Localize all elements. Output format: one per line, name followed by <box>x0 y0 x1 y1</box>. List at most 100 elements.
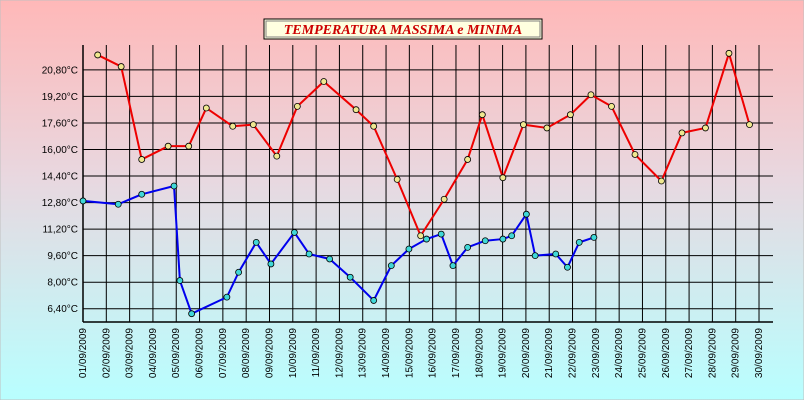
data-point <box>235 268 243 276</box>
data-point <box>587 91 595 99</box>
y-tick-label: 6,40°C <box>47 304 78 315</box>
data-point <box>94 51 102 59</box>
data-point <box>725 49 733 57</box>
data-point <box>252 238 260 246</box>
series-line-1 <box>82 184 595 315</box>
data-point <box>346 273 354 281</box>
data-point <box>114 200 122 208</box>
data-point <box>522 210 530 218</box>
data-point <box>229 122 237 130</box>
data-point <box>223 293 231 301</box>
data-point <box>631 151 639 158</box>
data-point <box>202 104 210 112</box>
chart-title-box: TEMPERATURA MASSIMA e MINIMA <box>263 18 543 40</box>
x-tick-label: 08/09/2009 <box>241 328 252 378</box>
x-tick-label: 16/09/2009 <box>428 328 439 378</box>
x-tick-label: 01/09/2009 <box>78 328 89 378</box>
chart-title-frame <box>263 18 543 40</box>
x-tick-label: 26/09/2009 <box>661 328 672 378</box>
x-tick-label: 25/09/2009 <box>637 328 648 378</box>
data-point <box>138 156 146 163</box>
data-point <box>249 121 257 129</box>
x-tick-label: 14/09/2009 <box>381 328 392 378</box>
data-point <box>370 297 378 304</box>
x-tick-label: 23/09/2009 <box>591 328 602 378</box>
data-point <box>543 124 551 132</box>
y-tick-label: 16,00°C <box>42 145 78 156</box>
x-tick-label: 10/09/2009 <box>288 328 299 378</box>
x-tick-label: 30/09/2009 <box>754 328 765 378</box>
series-line-0 <box>97 52 751 237</box>
data-point <box>326 255 334 263</box>
data-point <box>423 235 430 243</box>
data-point <box>437 230 445 238</box>
data-point <box>499 235 507 243</box>
x-tick-label: 02/09/2009 <box>101 328 112 378</box>
x-tick-label: 03/09/2009 <box>125 328 136 378</box>
y-tick-label: 12,80°C <box>42 198 78 209</box>
x-tick-label: 20/09/2009 <box>521 328 532 378</box>
data-point <box>531 252 539 260</box>
data-point <box>575 238 583 246</box>
data-point <box>370 122 378 130</box>
x-tick-label: 05/09/2009 <box>171 328 182 378</box>
grid <box>82 45 773 322</box>
data-point <box>170 182 178 190</box>
data-point <box>499 174 507 182</box>
y-tick-label: 17,60°C <box>42 118 78 129</box>
x-tick-label: 29/09/2009 <box>731 328 742 378</box>
x-tick-label: 27/09/2009 <box>684 328 695 378</box>
data-point <box>387 262 395 270</box>
data-point <box>405 245 413 253</box>
chart-title-inner <box>265 20 541 38</box>
x-tick-label: 13/09/2009 <box>358 328 369 378</box>
y-tick-label: 19,20°C <box>42 92 78 103</box>
x-tick-label: 15/09/2009 <box>404 328 415 378</box>
data-point <box>185 142 193 150</box>
data-point <box>267 260 275 268</box>
y-tick-label: 20,80°C <box>42 65 78 76</box>
data-point <box>702 124 709 132</box>
x-tick-label: 07/09/2009 <box>218 328 229 378</box>
data-point <box>508 232 516 240</box>
x-tick-label: 09/09/2009 <box>264 328 275 378</box>
y-tick-label: 9,60°C <box>47 251 78 262</box>
data-point <box>564 263 571 271</box>
data-point <box>678 129 686 137</box>
x-tick-label: 06/09/2009 <box>195 328 206 378</box>
data-point <box>590 234 598 241</box>
data-point <box>293 102 301 110</box>
y-tick-label: 11,20°C <box>42 225 78 236</box>
x-tick-label: 24/09/2009 <box>614 328 625 378</box>
data-point <box>478 111 486 119</box>
x-tick-label: 21/09/2009 <box>544 328 555 378</box>
data-point <box>138 190 146 198</box>
data-point <box>481 237 489 245</box>
x-tick-label: 18/09/2009 <box>474 328 485 378</box>
x-tick-label: 11/09/2009 <box>311 328 322 378</box>
axes <box>82 45 773 323</box>
y-tick-labels: 6,40°C 8,00°C 9,60°C 11,20°C 12,80°C 14,40°C 1… <box>42 65 78 315</box>
x-tick-label: 04/09/2009 <box>148 328 159 378</box>
x-tick-label: 22/09/2009 <box>568 328 579 378</box>
data-point <box>188 310 196 318</box>
data-point <box>520 121 527 129</box>
data-point <box>176 277 184 284</box>
data-point <box>320 78 328 85</box>
data-point <box>464 156 472 163</box>
data-point <box>273 152 281 160</box>
x-tick-labels: 01/09/2009 02/09/2009 03/09/2009 04/09/2009… <box>78 328 765 378</box>
x-tick-label: 12/09/2009 <box>334 328 345 378</box>
series <box>79 49 753 318</box>
data-point <box>464 243 472 251</box>
chart-title: TEMPERATURA MASSIMA e MINIMA <box>284 23 522 38</box>
y-tick-label: 14,40°C <box>42 172 78 183</box>
data-point <box>608 102 615 110</box>
data-point <box>417 232 425 240</box>
data-point <box>440 195 448 203</box>
data-point <box>117 63 125 70</box>
data-point <box>393 175 401 183</box>
